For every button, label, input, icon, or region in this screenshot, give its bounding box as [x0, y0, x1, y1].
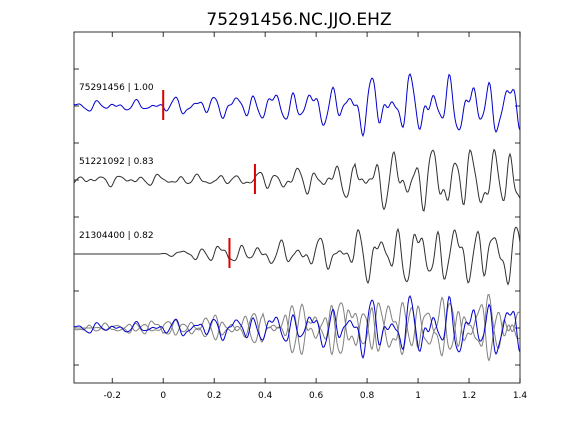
overlay-trace-line	[73, 294, 521, 360]
overlay-trace-group	[73, 293, 521, 362]
x-tick-label: 1.2	[462, 391, 476, 401]
trace-label: 51221092 | 0.83	[79, 157, 154, 167]
x-tick-label: 1.4	[513, 391, 528, 401]
x-tick-label: 0.6	[309, 391, 324, 401]
x-axis-ticks: -0.2 0 0.2 0.4 0.6 0.8 1 1.2 1.4	[74, 32, 527, 401]
chart-title: 75291456.NC.JJO.EHZ	[206, 10, 391, 30]
x-tick-label: 0.2	[207, 391, 221, 401]
x-tick-label: 0.8	[360, 391, 375, 401]
trace-line	[74, 226, 521, 286]
trace-label: 21304400 | 0.82	[79, 231, 154, 241]
x-tick-label: 1	[415, 391, 421, 401]
trace-group: 75291456 | 1.00 51221092 | 0.83 21304400 |…	[73, 72, 521, 286]
trace-line	[73, 72, 521, 138]
x-tick-label: -0.2	[103, 391, 121, 401]
trace-line	[73, 148, 521, 212]
trace-label: 75291456 | 1.00	[79, 83, 154, 93]
x-tick-label: 0.4	[258, 391, 273, 401]
plot-axes-frame	[73, 31, 521, 384]
x-tick-label: 0	[160, 391, 166, 401]
